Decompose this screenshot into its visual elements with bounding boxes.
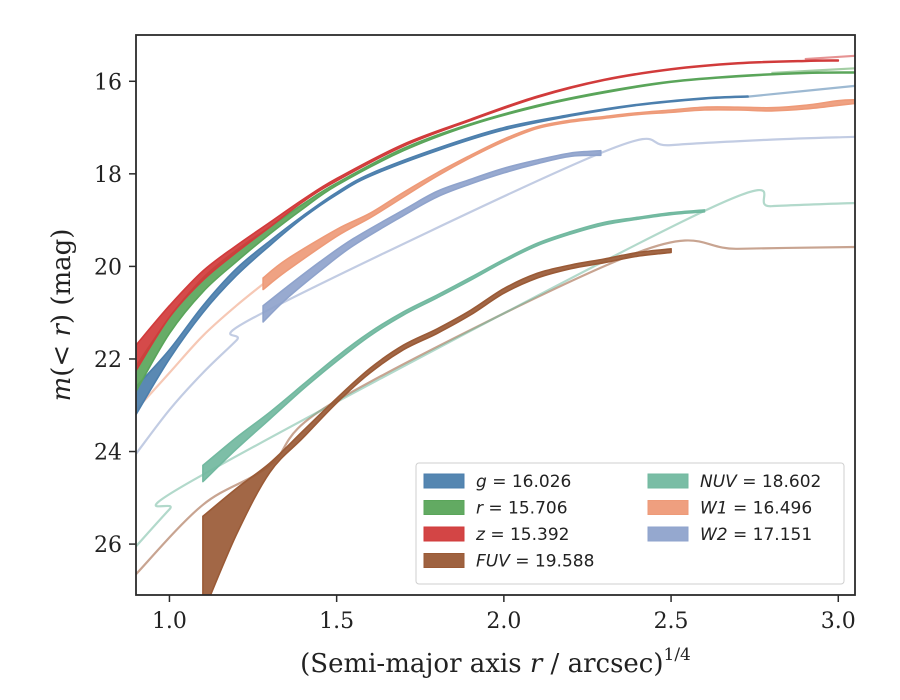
legend-label-g: g = 16.026 (476, 472, 571, 492)
legend-label-fuv: FUV = 19.588 (476, 552, 594, 572)
legend-label-w2: W2 = 17.151 (700, 525, 812, 545)
x-tick-label: 2.5 (654, 609, 689, 634)
legend-item-z: z = 15.392 (423, 525, 569, 545)
legend-swatch-w2 (647, 526, 689, 542)
series-w2-extension (136, 135, 855, 455)
legend-box (415, 462, 845, 585)
plot-frame (135, 34, 856, 596)
legend-swatch-g (423, 473, 465, 489)
legend-swatch-r (423, 500, 465, 515)
series-fuv-band (202, 248, 672, 595)
legend: g = 16.026 r = 15.706 z = 15.392 FUV = 19.5… (415, 462, 845, 585)
x-tick-label: 1.0 (152, 609, 187, 634)
series-z-band (136, 59, 840, 372)
legend-item-w2: W2 = 17.151 (647, 525, 812, 545)
y-axis-label: m(< r) (mag) (47, 229, 77, 402)
legend-swatch-nuv (647, 473, 689, 489)
series-nuv-extension (136, 188, 855, 548)
legend-swatch-w1 (647, 500, 689, 515)
series-fuv-extension (136, 239, 855, 575)
y-tick-label: 18 (94, 163, 122, 188)
series-g-band (136, 95, 749, 416)
series-r-extension (771, 67, 855, 75)
x-tick-label: 3.0 (821, 609, 856, 634)
legend-label-r: r = 15.706 (476, 499, 568, 519)
legend-item-nuv: NUV = 18.602 (647, 472, 821, 492)
series-w1-band (262, 99, 855, 291)
y-tick-label: 16 (94, 70, 122, 95)
legend-swatch-z (423, 526, 465, 542)
legend-label-w1: W1 = 16.496 (700, 499, 812, 519)
x-tick-label: 2.0 (486, 609, 521, 634)
legend-item-r: r = 15.706 (423, 499, 568, 519)
series-nuv-band (202, 209, 706, 483)
y-tick-label: 20 (94, 255, 122, 280)
y-tick-label: 22 (94, 348, 122, 373)
x-tick-label: 1.5 (319, 609, 354, 634)
series-r-band (136, 71, 855, 393)
series-w1-extension (136, 283, 264, 411)
legend-item-w1: W1 = 16.496 (647, 499, 812, 519)
legend-swatch-fuv (423, 553, 465, 568)
x-axis-label: (Semi-major axis r / arcsec)1/4 (300, 645, 691, 679)
series-g-extension (747, 84, 855, 98)
series-w2-band (262, 149, 602, 323)
legend-item-g: g = 16.026 (423, 472, 571, 492)
axes-layer: 1.0 1.5 2.0 2.5 3.0 16 18 20 22 24 26 (Semi-major a… (47, 34, 856, 679)
plot-layer (136, 54, 855, 595)
legend-label-z: z = 15.392 (475, 525, 569, 545)
series-z-extension (804, 54, 855, 61)
y-tick-label: 24 (94, 441, 122, 466)
legend-label-nuv: NUV = 18.602 (700, 472, 821, 492)
y-tick-label: 26 (94, 533, 122, 558)
legend-item-fuv: FUV = 19.588 (423, 552, 594, 572)
